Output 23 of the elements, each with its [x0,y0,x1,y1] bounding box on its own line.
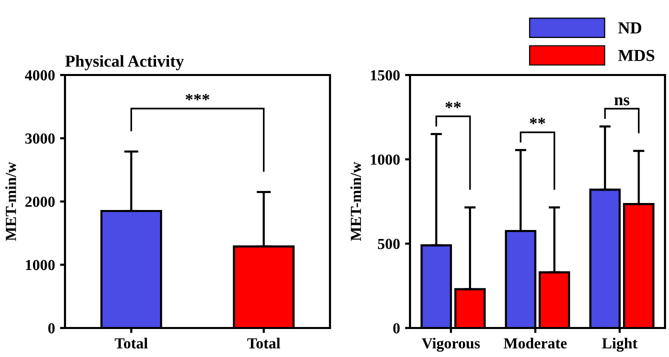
y-tick-label: 0 [48,323,55,334]
x-tick-label: Moderate [504,338,567,348]
legend-label: MDS [618,50,654,62]
y-tick-label: 2000 [25,196,55,207]
legend-label: ND [618,22,642,34]
y-axis-title: MET-min/w [350,162,362,241]
x-tick-label: Total [114,338,148,348]
x-tick-label: Vigorous [422,338,480,352]
y-tick-label: 0 [393,323,400,334]
y-tick-label: 3000 [25,133,55,144]
x-tick-label: Light [602,338,638,352]
y-tick-label: 4000 [24,70,55,80]
y-tick-label: 500 [378,238,400,250]
y-axis-title: MET-min/w [5,162,16,241]
annotation: ns [614,97,630,106]
x-tick-label: Total [247,338,280,348]
chart-title: Physical Activity [65,55,184,70]
annotation: ** [530,118,546,124]
y-tick-label: 1000 [370,154,400,165]
y-tick-label: 1500 [370,70,400,80]
y-tick-label: 1000 [26,260,55,270]
annotation: ** [445,102,461,108]
annotation: *** [186,94,210,100]
